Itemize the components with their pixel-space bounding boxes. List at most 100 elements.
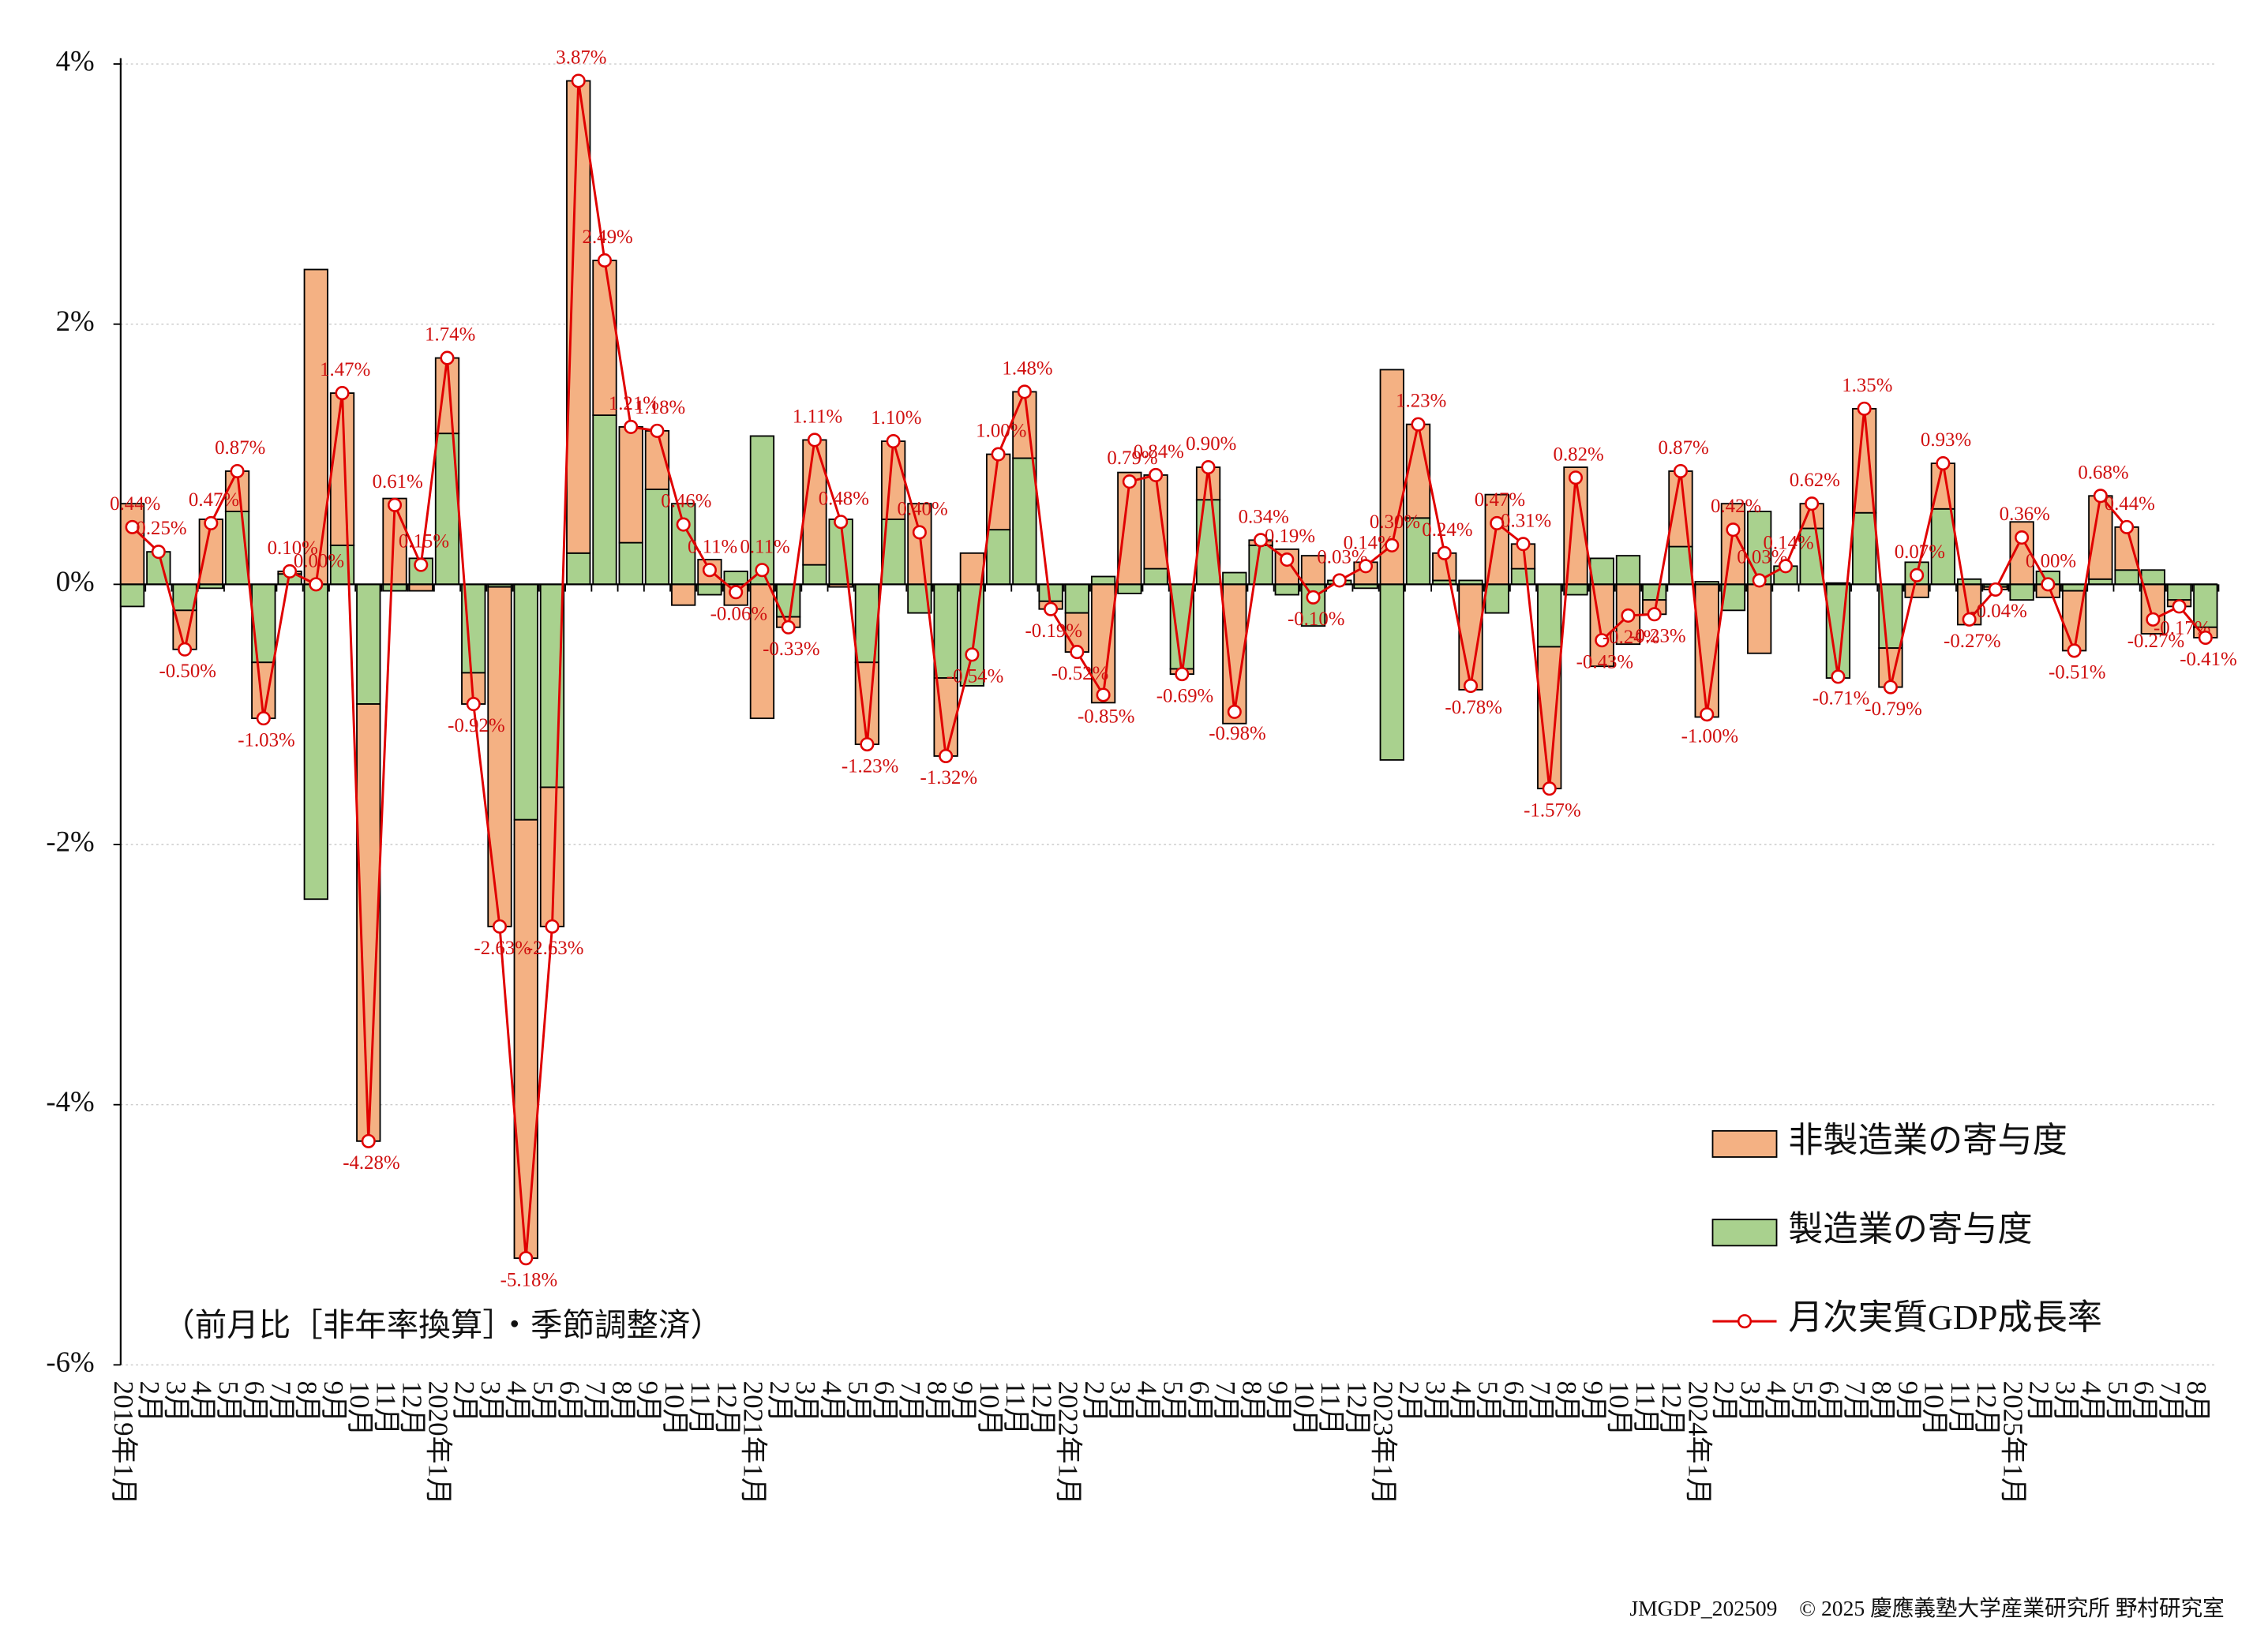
bar [119,503,145,586]
bar [1537,583,1562,648]
x-tick-label: 9月 [948,1381,979,1422]
value-label: -0.92% [448,715,505,736]
value-label: 0.47% [189,489,239,511]
point [781,620,796,635]
x-tick-label: 7月 [2155,1381,2186,1422]
bar [749,435,775,586]
point [1910,567,1925,582]
bar [119,583,145,608]
x-tick-label: 10月 [1919,1381,1950,1436]
x-tick-label: 4月 [501,1381,532,1422]
point [125,519,140,534]
bar [933,583,958,679]
x-tick-label: 10月 [344,1381,375,1436]
legend-swatch [1711,1219,1778,1247]
bar [1143,474,1168,570]
point [1306,590,1321,605]
point [545,919,560,934]
value-label: 0.15% [399,531,449,552]
x-tick-label: 7月 [265,1381,296,1422]
value-label: 0.62% [1790,470,1840,491]
point [492,919,508,934]
legend-label: 非製造業の寄与度 [1788,1122,2067,1160]
x-tick-label: 7月 [1210,1381,1241,1422]
point [1542,781,1557,796]
value-label: -0.85% [1078,706,1135,728]
x-tick-label: 12月 [1341,1381,1372,1436]
value-label: 1.74% [425,324,475,346]
point [1857,401,1872,416]
bar [1090,583,1116,704]
bar [513,818,538,1260]
value-label: -0.19% [1025,620,1083,642]
x-tick-label: 5月 [1787,1381,1818,1422]
value-label: 0.82% [1554,444,1604,465]
value-label: -0.52% [1052,663,1109,684]
x-tick-label: 3月 [160,1381,191,1422]
value-label: 0.61% [373,471,423,492]
value-label: 0.10% [268,537,318,559]
bar [802,564,827,586]
x-tick-label: 2019年1月 [108,1381,139,1505]
bar [723,570,748,586]
point [1359,559,1374,574]
bar [1117,471,1142,586]
point [1568,470,1583,485]
bar [985,529,1011,586]
legend-marker [1737,1314,1753,1329]
x-tick-label: 7月 [1525,1381,1556,1422]
value-label: -0.33% [763,638,820,660]
value-label: -0.27% [1944,631,2001,652]
point [1201,460,1216,475]
value-label: 1.48% [1002,358,1052,380]
x-tick-label: 3月 [790,1381,821,1422]
value-label: -0.50% [159,661,216,682]
point [1936,456,1951,471]
legend-label: 製造業の寄与度 [1788,1210,2032,1249]
point [1385,537,1400,552]
x-tick-label: 3月 [475,1381,506,1422]
point [2067,643,2082,658]
point [1280,552,1295,567]
point [1227,704,1242,719]
point [1595,633,1610,648]
x-tick-label: 8月 [292,1381,323,1422]
x-tick-label: 8月 [1236,1381,1267,1422]
x-tick-label: 6月 [869,1381,900,1422]
value-label: 1.21% [609,393,659,414]
bar [1642,583,1667,601]
x-tick-label: 8月 [921,1381,952,1422]
point [1700,707,1715,722]
x-tick-label: 4月 [187,1381,218,1422]
value-label: 0.40% [897,499,947,520]
point [2093,489,2108,504]
x-tick-label: 4月 [1131,1381,1162,1422]
y-tick-label: -2% [46,825,94,857]
x-tick-label: 5月 [213,1381,244,1422]
value-label: 0.11% [740,536,789,557]
bar [2166,583,2192,601]
point [676,517,691,532]
x-tick-label: 11月 [1630,1381,1661,1436]
value-label: 1.11% [793,406,842,427]
point [650,423,665,438]
value-label: -1.23% [842,755,899,777]
x-tick-label: 2022年1月 [1053,1381,1084,1505]
bar [2114,526,2139,571]
bar [1615,555,1641,586]
point [1332,573,1347,588]
x-tick-label: 5月 [1158,1381,1189,1422]
value-label: 1.00% [976,421,1026,442]
value-label: -0.10% [1288,609,1345,630]
value-label: -0.54% [947,666,1004,687]
bar [2009,583,2034,601]
bar [1405,517,1431,586]
x-tick-label: 2023年1月 [1368,1381,1399,1505]
value-label: -4.28% [343,1152,400,1174]
point [1463,678,1479,693]
value-label: 0.11% [688,536,737,557]
x-tick-label: 11月 [370,1381,401,1436]
value-label: -1.32% [920,767,978,788]
value-label: 0.90% [1186,433,1236,455]
x-tick-label: 2021年1月 [738,1381,769,1505]
